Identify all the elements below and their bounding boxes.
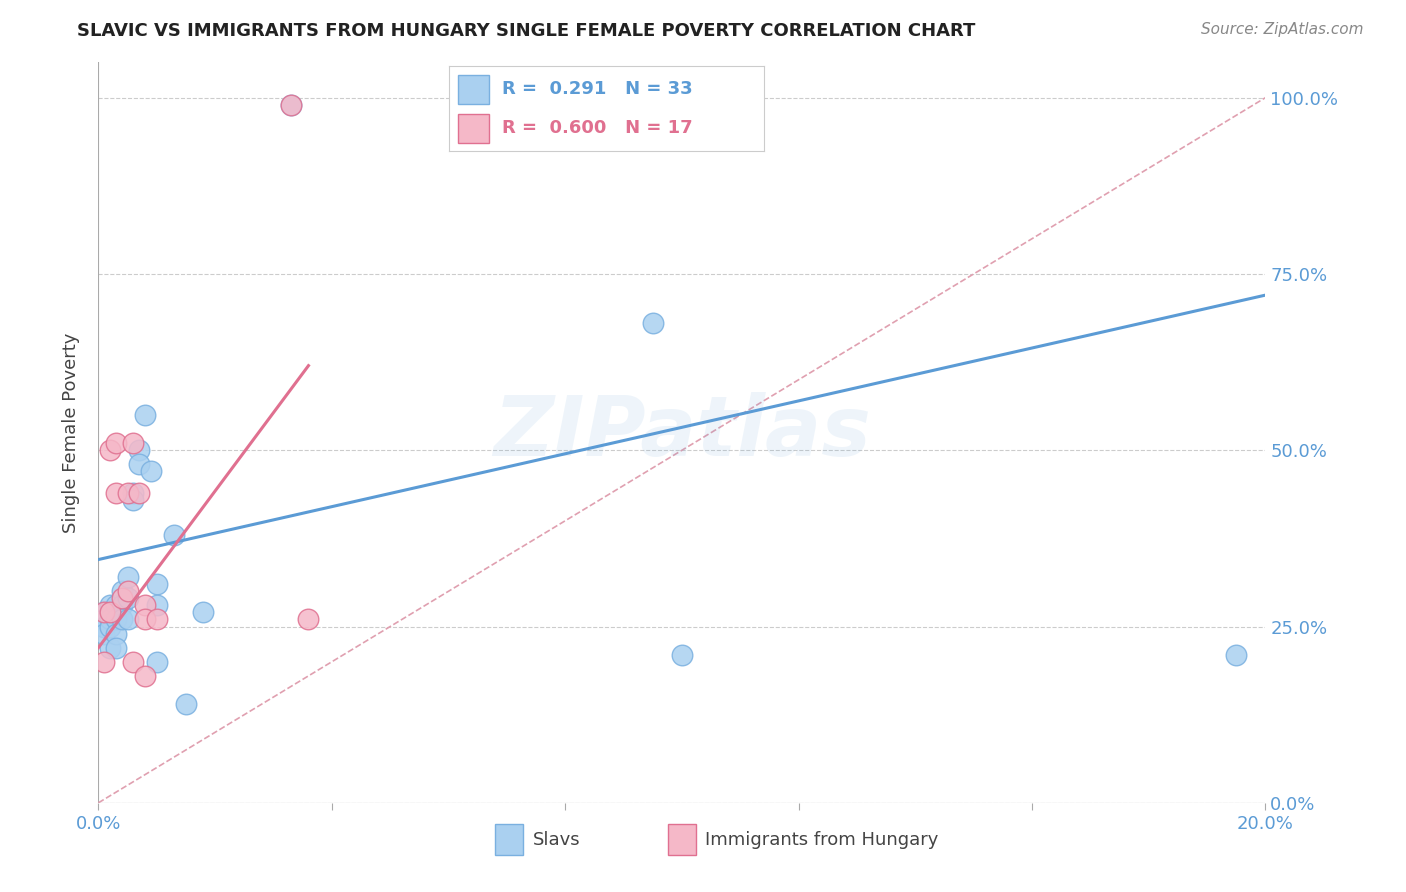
Point <box>280 97 302 112</box>
Point <box>93 619 115 633</box>
Point <box>98 612 121 626</box>
Point <box>146 655 169 669</box>
Point <box>111 584 134 599</box>
Point <box>93 606 115 620</box>
Point <box>98 599 121 613</box>
Point <box>193 606 215 620</box>
Point <box>139 464 162 478</box>
Point <box>117 584 139 599</box>
Point <box>128 458 150 472</box>
Point <box>117 485 139 500</box>
Point <box>104 485 127 500</box>
Point <box>122 655 145 669</box>
Point <box>117 570 139 584</box>
Text: ZIPatlas: ZIPatlas <box>494 392 870 473</box>
Point <box>297 612 319 626</box>
Y-axis label: Single Female Poverty: Single Female Poverty <box>62 333 80 533</box>
Point <box>134 669 156 683</box>
Point <box>93 655 115 669</box>
Point <box>93 626 115 640</box>
Text: SLAVIC VS IMMIGRANTS FROM HUNGARY SINGLE FEMALE POVERTY CORRELATION CHART: SLAVIC VS IMMIGRANTS FROM HUNGARY SINGLE… <box>77 22 976 40</box>
Point <box>98 443 121 458</box>
Point <box>641 316 664 330</box>
Point <box>146 599 169 613</box>
Point <box>104 612 127 626</box>
Text: Source: ZipAtlas.com: Source: ZipAtlas.com <box>1201 22 1364 37</box>
Point <box>134 612 156 626</box>
Point <box>174 697 197 711</box>
Point <box>122 485 145 500</box>
Point <box>104 599 127 613</box>
Point <box>128 485 150 500</box>
Point <box>128 443 150 458</box>
Point <box>104 626 127 640</box>
Point <box>163 528 186 542</box>
Point <box>111 599 134 613</box>
Point <box>104 436 127 450</box>
Point <box>1225 648 1247 662</box>
Point <box>98 606 121 620</box>
Point <box>671 648 693 662</box>
Point <box>134 408 156 422</box>
Point <box>111 591 134 606</box>
Point <box>122 436 145 450</box>
Point <box>117 612 139 626</box>
Point <box>111 612 134 626</box>
Point <box>98 640 121 655</box>
Point <box>93 606 115 620</box>
Point <box>93 612 115 626</box>
Point <box>146 577 169 591</box>
Point <box>98 619 121 633</box>
Point <box>280 97 302 112</box>
Point <box>146 612 169 626</box>
Point <box>117 591 139 606</box>
Point <box>104 640 127 655</box>
Point <box>134 599 156 613</box>
Point <box>122 492 145 507</box>
